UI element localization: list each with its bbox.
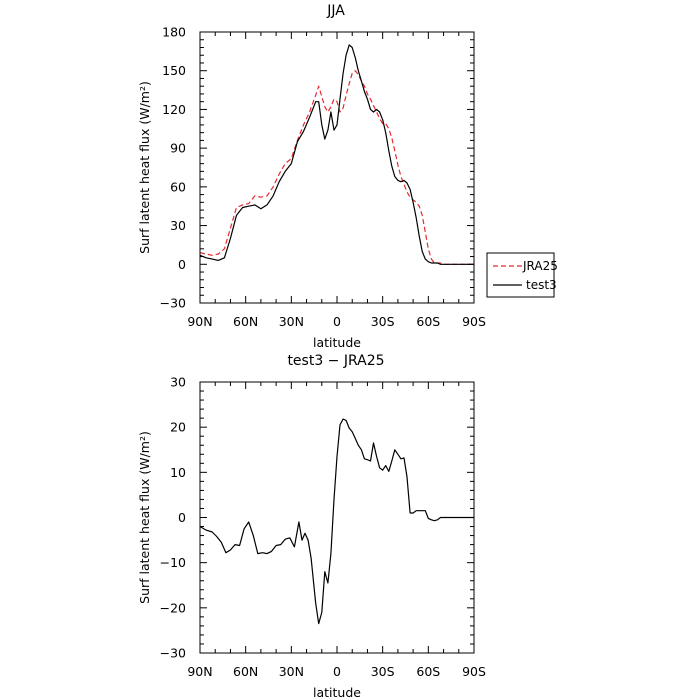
x-tick-label: 30N xyxy=(279,314,304,329)
y-tick-label: −30 xyxy=(160,646,186,661)
legend-box xyxy=(486,252,555,298)
chart-title: test3 − JRA25 xyxy=(287,353,384,369)
plot-frame xyxy=(199,31,475,304)
axis-ticks xyxy=(199,381,475,654)
y-tick-label: −20 xyxy=(160,600,186,615)
axis-ticks xyxy=(199,31,475,304)
y-tick-label: −10 xyxy=(160,555,186,570)
plot-area xyxy=(199,418,474,625)
y-tick-label: 60 xyxy=(170,179,186,194)
plot-area xyxy=(199,44,474,265)
x-tick-label: 60S xyxy=(416,314,440,329)
y-tick-labels: −30 −20 −10 0 10 20 30 xyxy=(160,375,186,661)
y-tick-labels: −30 0 30 60 90 120 150 180 xyxy=(160,25,186,311)
x-tick-labels: 90N 60N 30N 0 30S 60S 90S xyxy=(187,314,486,329)
chart-title: JJA xyxy=(326,3,345,19)
x-tick-label: 90N xyxy=(187,314,212,329)
series-line-jra25 xyxy=(199,70,474,265)
y-axis-label: Surf latent heat flux (W/m²) xyxy=(137,81,152,254)
x-axis-label: latitude xyxy=(313,685,361,700)
y-tick-label: 30 xyxy=(170,375,186,390)
x-tick-label: 60N xyxy=(233,314,258,329)
x-tick-labels: 90N 60N 30N 0 30S 60S 90S xyxy=(187,664,486,679)
x-tick-label: 0 xyxy=(333,664,341,679)
x-tick-label: 30S xyxy=(371,664,395,679)
x-axis-label: latitude xyxy=(313,335,361,350)
x-tick-label: 60S xyxy=(416,664,440,679)
legend-label-test3: test3 xyxy=(526,278,557,292)
legend: JRA25 test3 xyxy=(486,252,558,298)
y-tick-label: 120 xyxy=(162,102,186,117)
y-tick-label: 90 xyxy=(170,141,186,156)
x-tick-label: 90S xyxy=(462,664,486,679)
x-tick-label: 30N xyxy=(279,664,304,679)
panel-jja: JJA −30 0 30 60 90 120 150 180 90N 60N 30N 0 30S 60S… xyxy=(137,3,558,350)
y-tick-label: 0 xyxy=(178,510,186,525)
legend-label-jra25: JRA25 xyxy=(522,259,558,273)
plot-frame xyxy=(199,381,475,654)
x-tick-label: 90N xyxy=(187,664,212,679)
y-tick-label: 30 xyxy=(170,218,186,233)
y-tick-label: 150 xyxy=(162,63,186,78)
y-tick-label: 10 xyxy=(170,465,186,480)
panel-difference: test3 − JRA25 −30 −20 −10 0 10 20 30 90N 60N 30N… xyxy=(137,353,486,700)
series-line-difference xyxy=(199,418,474,625)
y-axis-label: Surf latent heat flux (W/m²) xyxy=(137,431,152,604)
series-line-test3 xyxy=(199,44,474,265)
y-tick-label: 0 xyxy=(178,257,186,272)
y-tick-label: 180 xyxy=(162,25,186,40)
y-tick-label: 20 xyxy=(170,420,186,435)
x-tick-label: 30S xyxy=(371,314,395,329)
x-tick-label: 60N xyxy=(233,664,258,679)
x-tick-label: 0 xyxy=(333,314,341,329)
x-tick-label: 90S xyxy=(462,314,486,329)
y-tick-label: −30 xyxy=(160,296,186,311)
